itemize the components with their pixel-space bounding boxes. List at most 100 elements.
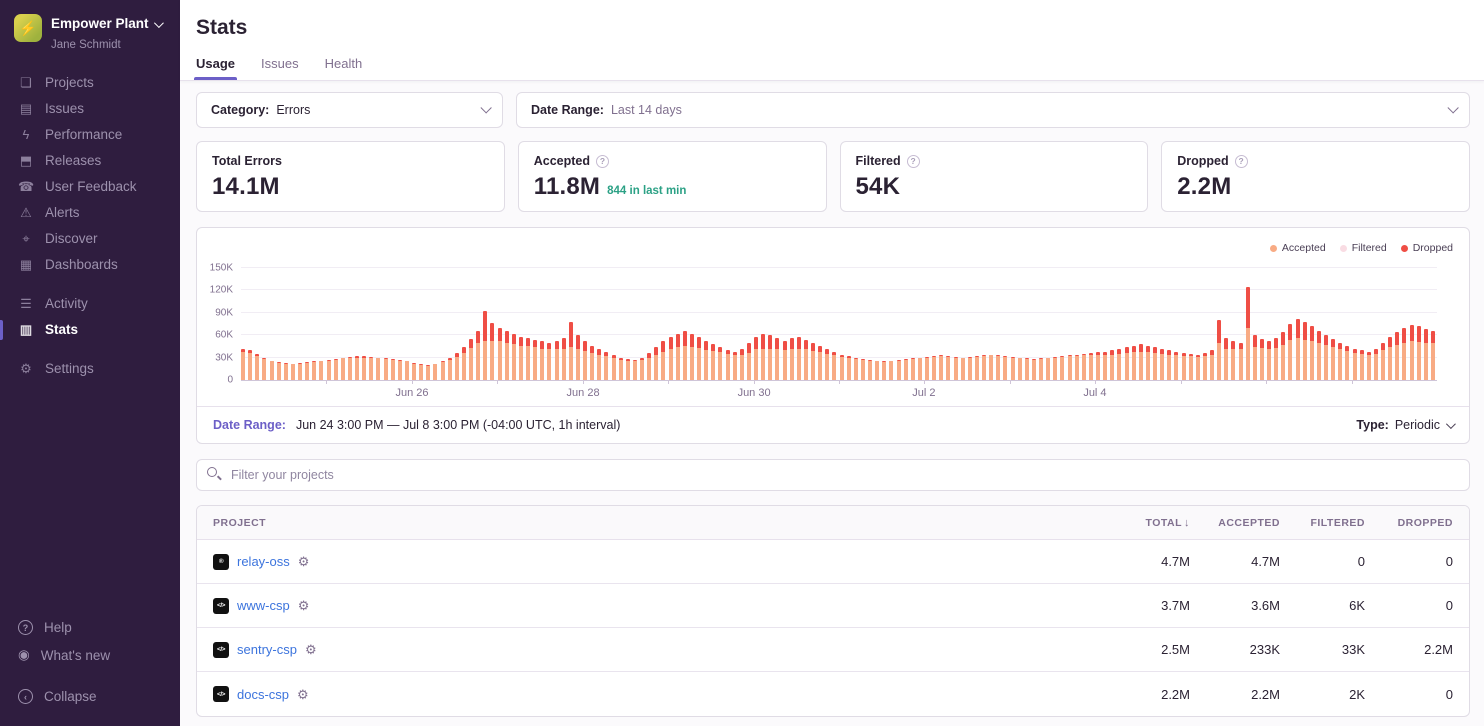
sidebar-item-issues[interactable]: ▤ Issues [0, 96, 180, 122]
dropped-segment [1167, 350, 1172, 355]
stacked-bar [782, 341, 787, 380]
column-header-label: PROJECT [213, 516, 267, 529]
stacked-bar [1046, 357, 1051, 380]
dropped-segment [241, 348, 245, 353]
dropped-segment [611, 354, 616, 358]
dropped-segment [1074, 354, 1079, 357]
stacked-bar [625, 359, 630, 380]
cell-dropped: 0 [1445, 686, 1453, 702]
column-header-total[interactable]: TOTAL ↓ [1106, 517, 1206, 529]
accepted-segment [1274, 347, 1279, 380]
help-icon[interactable]: ? [1234, 154, 1248, 168]
stat-card-accepted: Accepted? 11.8M 844 in last min [517, 141, 827, 212]
dropped-segment [768, 335, 773, 349]
dropped-segment [1195, 354, 1200, 357]
chart-type-select[interactable]: Type: Periodic [1356, 418, 1456, 432]
accepted-segment [483, 341, 488, 380]
dropped-segment [419, 364, 424, 366]
chart-footer: Date Range: Jun 24 3:00 PM — Jul 8 3:00 … [197, 406, 1469, 443]
tab-issues[interactable]: Issues [261, 56, 299, 71]
org-switcher[interactable]: ⚡ Empower Plant Jane Schmidt [0, 12, 180, 70]
dropped-segment [340, 357, 345, 359]
dropped-segment [982, 355, 986, 357]
dropped-segment [1039, 358, 1043, 360]
stacked-bar [1210, 350, 1214, 380]
sidebar-item-dashboards[interactable]: ▦ Dashboards [0, 252, 180, 278]
stacked-bar [597, 348, 602, 380]
accepted-segment [1024, 359, 1029, 380]
stacked-bar [1245, 286, 1250, 380]
stacked-bar [355, 356, 359, 380]
column-header-accepted[interactable]: ACCEPTED [1206, 517, 1296, 529]
chevron-down-icon [480, 102, 492, 114]
footer-date-range-value: Jun 24 3:00 PM — Jul 8 3:00 PM (-04:00 U… [295, 418, 621, 432]
accepted-segment [248, 353, 253, 380]
stacked-bar [604, 351, 609, 380]
category-select[interactable]: Category: Errors [196, 92, 503, 128]
x-axis-label: Jun 30 [737, 387, 771, 399]
sidebar-item-activity[interactable]: ☰ Activity [0, 291, 180, 317]
stacked-bar [1003, 356, 1008, 380]
dropped-segment [1381, 342, 1385, 351]
project-settings-gear-icon[interactable]: ⚙ [297, 686, 309, 702]
sidebar-item-user-feedback[interactable]: ☎ User Feedback [0, 174, 180, 200]
sidebar-item-stats[interactable]: ▥ Stats [0, 317, 180, 343]
accepted-segment [1373, 353, 1378, 380]
column-header-filtered[interactable]: FILTERED [1296, 517, 1381, 529]
sidebar-item-label: Issues [45, 101, 85, 116]
tab-usage[interactable]: Usage [193, 56, 238, 80]
dropped-segment [1302, 321, 1307, 340]
project-settings-gear-icon[interactable]: ⚙ [297, 598, 310, 613]
legend-item-accepted[interactable]: Accepted [1269, 242, 1326, 254]
accepted-segment [1302, 339, 1307, 380]
sidebar-item-discover[interactable]: ⌖ Discover [0, 226, 180, 252]
project-link[interactable]: docs-csp [237, 686, 290, 702]
stacked-bar [846, 356, 851, 380]
accepted-segment [1359, 353, 1364, 380]
x-axis-minor-tick [497, 380, 499, 384]
help-icon[interactable]: ? [596, 154, 610, 168]
project-link[interactable]: relay-oss [237, 554, 290, 569]
stacked-bar [1167, 350, 1172, 380]
date-range-select[interactable]: Date Range: Last 14 days [516, 92, 1470, 128]
dropped-segment [347, 356, 352, 359]
sidebar-item-alerts[interactable]: ⚠ Alerts [0, 200, 180, 226]
tab-health[interactable]: Health [324, 56, 363, 71]
sidebar-item-projects[interactable]: ❏ Projects [0, 70, 180, 96]
project-filter-input[interactable] [196, 459, 1470, 491]
project-link[interactable]: www-csp [237, 598, 290, 613]
dropped-segment [1395, 332, 1400, 345]
alerts-icon: ⚠ [20, 205, 32, 220]
column-header-project[interactable]: PROJECT [197, 517, 1106, 529]
x-axis-label: Jul 4 [1083, 387, 1107, 399]
accepted-segment [1053, 357, 1058, 380]
accepted-segment [739, 354, 744, 380]
sidebar-item-collapse[interactable]: ‹ Collapse [0, 683, 180, 710]
sidebar-item-releases[interactable]: ⬒ Releases [0, 148, 180, 174]
cell-total: 2.2M [1161, 686, 1190, 702]
sidebar-item-help[interactable]: ? Help [0, 614, 180, 641]
column-header-dropped[interactable]: DROPPED [1381, 517, 1469, 529]
project-settings-gear-icon[interactable]: ⚙ [297, 554, 310, 569]
help-icon[interactable]: ? [906, 154, 920, 168]
cell-accepted: 2.2M [1251, 686, 1280, 702]
stacked-bar [718, 347, 723, 380]
table-row-www-csp: </> www-csp ⚙ 3.7M 3.6M 6K 0 [197, 584, 1469, 628]
dropped-segment [1366, 351, 1371, 356]
legend-item-filtered[interactable]: Filtered [1339, 242, 1387, 254]
stacked-bar [704, 341, 709, 380]
dropped-segment [597, 348, 602, 355]
accepted-segment [1331, 347, 1336, 380]
sidebar-item-settings[interactable]: ⚙ Settings [0, 356, 180, 382]
dropped-segment [1081, 353, 1086, 356]
project-link[interactable]: sentry-csp [237, 642, 297, 657]
accepted-segment [1117, 353, 1122, 380]
sidebar-item-whats-new[interactable]: ◉ What's new [0, 641, 180, 669]
project-settings-gear-icon[interactable]: ⚙ [304, 642, 317, 657]
x-axis-minor-tick [1010, 380, 1012, 384]
dropped-segment [868, 359, 872, 361]
sidebar-item-performance[interactable]: ϟ Performance [0, 122, 180, 148]
stacked-bar [689, 333, 694, 380]
org-user-name: Jane Schmidt [51, 39, 121, 51]
legend-item-dropped[interactable]: Dropped [1400, 242, 1453, 254]
